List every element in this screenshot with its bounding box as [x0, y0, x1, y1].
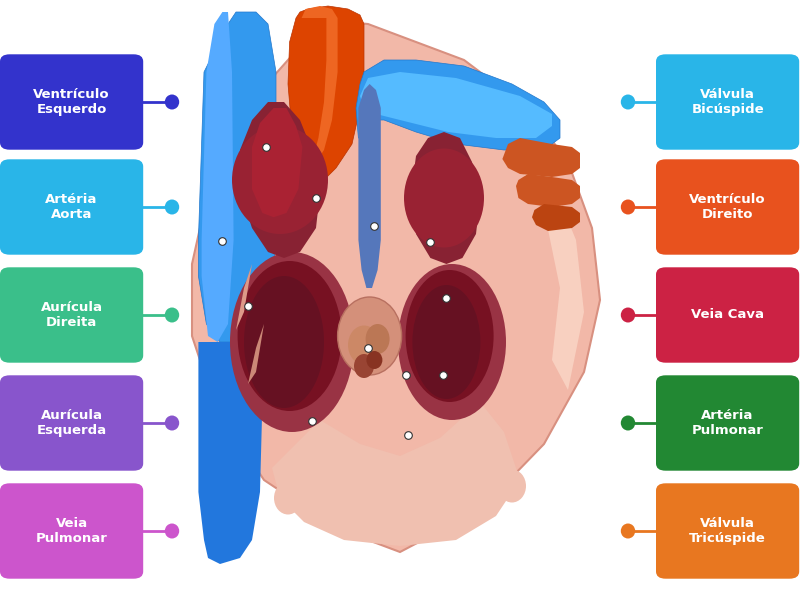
Ellipse shape: [165, 523, 179, 539]
Ellipse shape: [354, 354, 374, 378]
Text: Artéria
Aorta: Artéria Aorta: [46, 193, 98, 221]
Polygon shape: [516, 174, 580, 207]
Ellipse shape: [621, 307, 635, 323]
Polygon shape: [202, 12, 234, 342]
FancyBboxPatch shape: [0, 376, 143, 470]
FancyBboxPatch shape: [656, 376, 799, 470]
Polygon shape: [532, 204, 580, 231]
Ellipse shape: [402, 481, 430, 514]
Ellipse shape: [621, 199, 635, 214]
FancyBboxPatch shape: [656, 268, 799, 362]
Polygon shape: [248, 324, 264, 384]
FancyBboxPatch shape: [0, 159, 143, 254]
Text: Aurícula
Esquerda: Aurícula Esquerda: [37, 409, 106, 437]
Polygon shape: [240, 102, 320, 258]
Ellipse shape: [366, 324, 390, 354]
Ellipse shape: [165, 415, 179, 431]
Text: Aurícula
Direita: Aurícula Direita: [41, 301, 102, 329]
Ellipse shape: [338, 297, 402, 375]
Ellipse shape: [244, 276, 324, 408]
Ellipse shape: [274, 481, 302, 514]
Polygon shape: [410, 132, 480, 264]
Polygon shape: [502, 138, 580, 177]
Polygon shape: [252, 108, 302, 217]
Polygon shape: [358, 84, 381, 288]
Polygon shape: [302, 6, 338, 162]
Polygon shape: [192, 18, 600, 552]
Ellipse shape: [406, 270, 494, 402]
Polygon shape: [464, 84, 584, 390]
Ellipse shape: [165, 307, 179, 323]
Polygon shape: [288, 6, 364, 180]
Ellipse shape: [238, 261, 342, 411]
Ellipse shape: [232, 126, 328, 234]
Ellipse shape: [466, 481, 494, 514]
Polygon shape: [236, 264, 252, 330]
Ellipse shape: [413, 285, 480, 399]
FancyBboxPatch shape: [656, 55, 799, 150]
Text: Ventrículo
Direito: Ventrículo Direito: [690, 193, 766, 221]
Text: Artéria
Pulmonar: Artéria Pulmonar: [692, 409, 763, 437]
Ellipse shape: [404, 148, 484, 247]
Ellipse shape: [621, 415, 635, 431]
Ellipse shape: [348, 325, 380, 364]
FancyBboxPatch shape: [656, 159, 799, 254]
Ellipse shape: [621, 523, 635, 539]
FancyBboxPatch shape: [0, 55, 143, 150]
Ellipse shape: [366, 351, 382, 369]
Ellipse shape: [498, 469, 526, 503]
FancyBboxPatch shape: [0, 268, 143, 362]
Polygon shape: [198, 12, 276, 342]
Ellipse shape: [230, 252, 354, 432]
Text: Válvula
Bicúspide: Válvula Bicúspide: [691, 88, 764, 116]
Ellipse shape: [621, 94, 635, 109]
Ellipse shape: [398, 264, 506, 420]
Ellipse shape: [338, 481, 366, 514]
Text: Válvula
Tricúspide: Válvula Tricúspide: [690, 517, 766, 545]
FancyBboxPatch shape: [0, 484, 143, 578]
Ellipse shape: [434, 469, 462, 503]
Text: Veia
Pulmonar: Veia Pulmonar: [36, 517, 107, 545]
Ellipse shape: [165, 94, 179, 109]
Polygon shape: [356, 60, 560, 150]
Ellipse shape: [165, 199, 179, 214]
Polygon shape: [272, 402, 520, 546]
Ellipse shape: [370, 469, 398, 503]
Ellipse shape: [306, 469, 334, 503]
Text: Veia Cava: Veia Cava: [691, 308, 764, 322]
FancyBboxPatch shape: [656, 484, 799, 578]
Polygon shape: [360, 72, 552, 138]
Text: Ventrículo
Esquerdo: Ventrículo Esquerdo: [34, 88, 110, 116]
Polygon shape: [198, 342, 264, 564]
